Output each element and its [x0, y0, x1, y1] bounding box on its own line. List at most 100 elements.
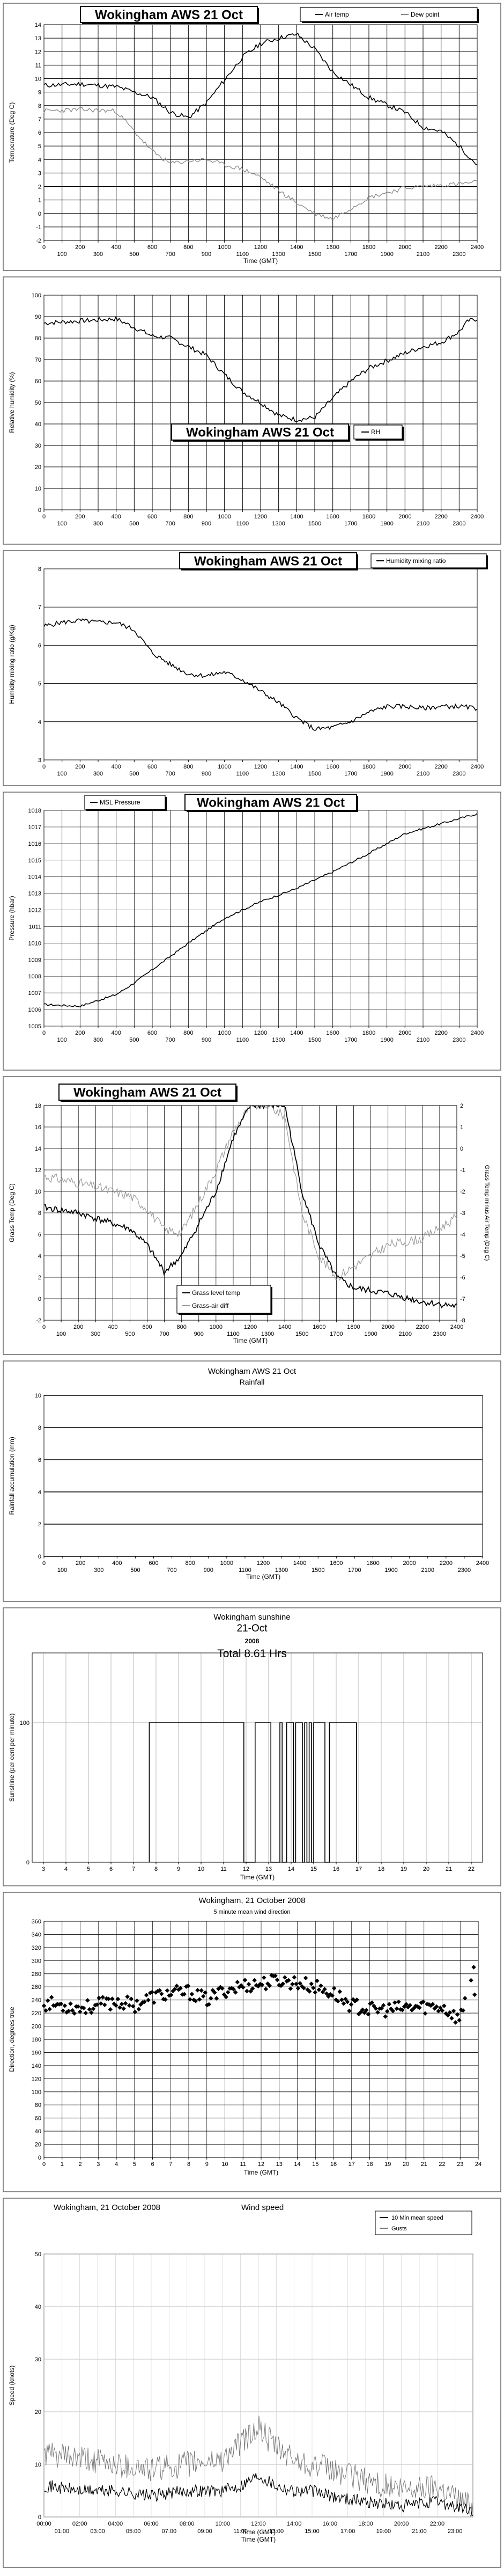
x-tick-label: 2000 — [398, 764, 411, 770]
y-tick-label: 12 — [35, 49, 41, 55]
y2-tick-label: -3 — [460, 1210, 465, 1217]
y-tick-label: 0 — [38, 1296, 41, 1302]
y-tick-label: 30 — [35, 2357, 41, 2363]
y-tick-label: 10 — [35, 2462, 41, 2468]
y-tick-label: 9 — [38, 90, 41, 96]
x-axis-label: Time (GMT) — [241, 2528, 276, 2536]
x-tick-label: 2100 — [417, 521, 429, 527]
x-axis-label: Time (GMT) — [246, 1573, 280, 1580]
y-tick-label: 4 — [38, 157, 41, 163]
y-tick-label: 70 — [35, 357, 41, 363]
x-tick-label: 10 — [198, 1866, 204, 1872]
legend-box — [300, 7, 478, 22]
x-tick-label: 1000 — [210, 1324, 223, 1330]
x-axis-label: Time (GMT) — [233, 1337, 268, 1344]
scatter-point — [434, 2004, 439, 2009]
y-tick-label: 6 — [38, 130, 41, 136]
y-tick-label: 7 — [38, 116, 41, 123]
y-tick-label: 40 — [35, 2128, 41, 2135]
x-tick-label: 5 — [133, 2161, 136, 2168]
x-tick-label: 1100 — [236, 771, 249, 777]
x-tick-label: 7 — [169, 2161, 172, 2168]
chart-total: Total 8.61 Hrs — [217, 1648, 287, 1660]
x-tick-label: 1300 — [272, 1037, 285, 1043]
x-tick-label: 700 — [165, 1037, 175, 1043]
x-tick-label: 3 — [42, 1866, 45, 1872]
x-tick-label: 200 — [75, 764, 85, 770]
x-tick-label: 24 — [475, 2161, 481, 2168]
plot-area — [32, 1652, 483, 1863]
y-tick-label: 3 — [38, 170, 41, 177]
x-tick-label: 1700 — [344, 251, 357, 258]
y-tick-label: 100 — [32, 292, 41, 299]
x-tick-label: 1300 — [272, 771, 285, 777]
msl-pressure-chart: 1005 1006 1007 1008 1009 1010 1011 1012 1013 1014… — [3, 792, 501, 1071]
series-line — [43, 32, 478, 166]
x-tick-label: 300 — [93, 1037, 103, 1043]
x-tick-label: 18 — [366, 2161, 373, 2168]
y2-tick-label: 1 — [460, 1124, 463, 1131]
y-tick-label: 1013 — [28, 891, 41, 897]
x-tick-label: 0 — [42, 244, 46, 251]
x-tick-label: 2300 — [453, 1037, 465, 1043]
title-box — [171, 423, 349, 441]
y-tick-label: 200 — [32, 2024, 41, 2030]
x-tick-label: 2200 — [440, 1560, 453, 1567]
scatter-point — [150, 1989, 154, 1995]
chart-subtitle: Wind speed — [241, 2203, 284, 2212]
x-axis-label: Time (GMT) — [244, 2169, 278, 2176]
y-tick-label: 240 — [32, 1997, 41, 2004]
x-tick-label: 1000 — [218, 1030, 231, 1036]
y-axis-label: Direction, degrees true — [8, 2007, 16, 2072]
x-tick-label: 1300 — [275, 1567, 288, 1574]
x-axis-label: Time (GMT) — [243, 257, 278, 265]
y-tick-label: 1014 — [28, 874, 41, 881]
chart-title: Wokingham sunshine — [213, 1613, 290, 1622]
x-tick-label: 1400 — [290, 1030, 303, 1036]
y2-tick-label: -5 — [460, 1253, 465, 1260]
y-tick-label: 6 — [38, 642, 41, 649]
legend-box — [370, 553, 487, 568]
x-tick-label: 17 — [355, 1866, 362, 1872]
y-tick-label: 60 — [35, 378, 41, 385]
y-tick-label: 1011 — [28, 924, 41, 930]
y-tick-label: 5 — [38, 143, 41, 150]
x-tick-label: 700 — [165, 251, 175, 258]
x-tick-label: 00:00 — [36, 2521, 51, 2527]
x-tick-label: 14 — [294, 2161, 300, 2168]
x-tick-label: 1500 — [308, 251, 321, 258]
x-tick-label: 600 — [147, 514, 157, 520]
x-tick-label: 09:00 — [197, 2528, 212, 2535]
x-tick-label: 2400 — [476, 1560, 489, 1567]
x-tick-label: 16 — [330, 2161, 337, 2168]
y-tick-label: 1007 — [28, 990, 41, 997]
x-tick-label: 1800 — [347, 1324, 360, 1330]
x-tick-label: 1800 — [362, 764, 375, 770]
y-tick-label: 1005 — [28, 1023, 41, 1030]
x-tick-label: 100 — [57, 251, 66, 258]
y-tick-label: 8 — [38, 1210, 41, 1217]
scatter-point — [85, 1998, 90, 2003]
x-tick-label: 06:00 — [144, 2521, 159, 2527]
x-tick-label: 200 — [75, 1030, 85, 1036]
y-tick-label: 8 — [38, 1425, 41, 1431]
y-axis-label: Rainfall accumulation (mm) — [8, 1437, 16, 1514]
x-tick-label: 1400 — [290, 514, 303, 520]
x-tick-label: 1200 — [254, 514, 267, 520]
y-tick-label: 4 — [38, 1489, 41, 1496]
x-tick-label: 1200 — [254, 244, 267, 251]
air-temp-dew-point-chart: -2-1012345678910111213140100200300400500… — [3, 3, 501, 271]
x-tick-label: 100 — [57, 1567, 67, 1574]
x-tick-label: 900 — [204, 1567, 213, 1574]
series-group — [44, 1106, 457, 1309]
scatter-point — [233, 1990, 238, 1995]
series-line — [44, 813, 478, 1008]
x-tick-label: 100 — [57, 771, 66, 777]
series-line — [43, 107, 478, 221]
y-tick-label: 0 — [38, 211, 41, 217]
x-tick-label: 200 — [76, 1560, 85, 1567]
x-tick-label: 12 — [258, 2161, 264, 2168]
y-tick-label: 1015 — [28, 858, 41, 864]
x-tick-label: 400 — [108, 1324, 117, 1330]
